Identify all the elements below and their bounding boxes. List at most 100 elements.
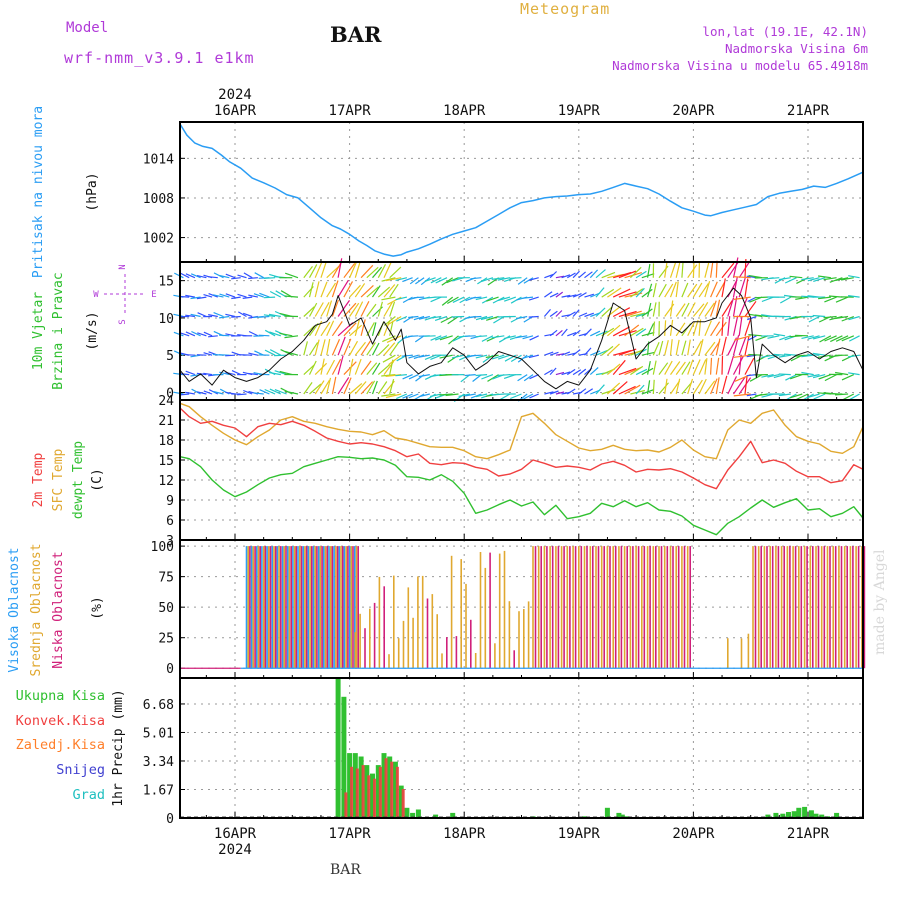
wind-arrow [377, 381, 388, 395]
model-name: wrf-nmm_v3.9.1 e1km [64, 49, 255, 67]
wind-arrow [354, 381, 367, 395]
wind-arrow [780, 296, 792, 304]
wind-arrow [509, 335, 522, 340]
wind-arrow [510, 315, 522, 323]
wind-arrow [773, 333, 786, 337]
wind-arrow [517, 354, 528, 363]
wind-arrow [383, 284, 396, 298]
wind-arrow [578, 271, 586, 279]
wind-arrow [675, 361, 686, 375]
wind-arrow [190, 296, 201, 300]
wind-arrow [459, 354, 471, 361]
total-precip-bar [780, 813, 786, 818]
wind-arrow [590, 350, 601, 356]
wind-arrow [738, 377, 752, 395]
wind-arrow [517, 374, 528, 382]
wind-arrow [721, 375, 728, 395]
wind-arrow [498, 354, 511, 360]
wind-arrow [647, 283, 653, 298]
wind-arrow [185, 294, 196, 298]
wind-arrow [584, 328, 592, 337]
total-precip-bar [765, 814, 771, 818]
wind-arrow [595, 384, 605, 395]
y-tick-label: 6 [166, 514, 174, 529]
wind-arrow [744, 317, 752, 336]
total-precip-bar [375, 765, 381, 818]
wind-arrow [349, 262, 357, 278]
wind-arrow [402, 296, 413, 304]
total-precip-bar [773, 812, 779, 818]
wind-arrow [767, 277, 780, 280]
wind-arrow [303, 341, 308, 356]
wind-arrow [670, 380, 681, 395]
wind-arrow [435, 277, 448, 284]
panel-frame [179, 261, 864, 401]
wind-arrow [807, 335, 820, 340]
2m-temp-line [179, 407, 864, 490]
wind-arrow [248, 352, 259, 356]
wind-arrow [669, 339, 673, 356]
wind-arrow [503, 335, 516, 340]
wind-arrow [567, 294, 577, 298]
wind-arrow [824, 296, 837, 303]
wind-arrow [567, 332, 577, 337]
wind-arrow [303, 364, 315, 376]
wind-arrow [848, 315, 860, 321]
wind-arrow [451, 354, 465, 359]
wind-arrow [242, 312, 253, 318]
wind-arrow [567, 311, 576, 318]
wind-arrow [522, 296, 534, 299]
wind-arrow [480, 315, 494, 321]
wind-arrow [418, 315, 430, 320]
y-tick-label: 24 [158, 394, 174, 409]
compass-north-label: N [118, 264, 128, 269]
wind-arrow [658, 283, 667, 298]
wind-arrow [812, 352, 826, 356]
y-tick-label: 3.34 [143, 755, 174, 770]
wind-arrow [784, 277, 797, 284]
wind-arrow [464, 393, 476, 397]
wind-arrow [475, 393, 488, 398]
y-tick-label: 9 [166, 494, 174, 509]
wind-arrow [710, 281, 718, 298]
wind-arrow [487, 374, 499, 382]
wind-arrow [561, 274, 571, 279]
wind-arrow [253, 293, 264, 298]
wind-arrow [191, 330, 201, 337]
total-precip-bar [619, 814, 625, 818]
wind-arrow [840, 277, 854, 281]
wind-arrow [544, 273, 554, 279]
wind-arrow [470, 354, 482, 357]
wind-arrow [692, 303, 705, 317]
wind-arrow [710, 261, 714, 278]
y-tick-label: 21 [158, 414, 174, 429]
wind-arrow [572, 349, 581, 356]
wind-arrow [486, 296, 499, 302]
wind-arrow [710, 378, 718, 395]
wind-arrow [652, 302, 657, 317]
wind-arrow [795, 296, 809, 300]
wind-arrow [848, 372, 860, 376]
wind-arrow [173, 331, 184, 337]
total-precip-bar [813, 813, 819, 818]
wind-arrow [326, 320, 335, 337]
wind-arrow [308, 342, 319, 356]
wind-arrow [647, 380, 651, 395]
wind-arrow [491, 354, 505, 360]
wind-arrow [528, 277, 539, 281]
mid-cloud-legend-label: Srednja Oblacnost [29, 543, 44, 676]
wind-arrow [203, 352, 213, 356]
wind-arrow [692, 261, 695, 278]
wind-arrow [761, 296, 774, 303]
wind-arrow [208, 276, 218, 279]
wind-arrow [612, 307, 631, 318]
wind-arrow [681, 361, 691, 375]
wind-arrow [630, 365, 644, 376]
wind-arrow [761, 374, 774, 378]
wind-arrow [389, 266, 402, 279]
wind-arrow [517, 277, 528, 285]
wind-arrow [219, 274, 230, 279]
y-tick-label: 10 [158, 312, 174, 327]
y-tick-label: 25 [158, 632, 174, 647]
wind-arrow [389, 283, 399, 298]
